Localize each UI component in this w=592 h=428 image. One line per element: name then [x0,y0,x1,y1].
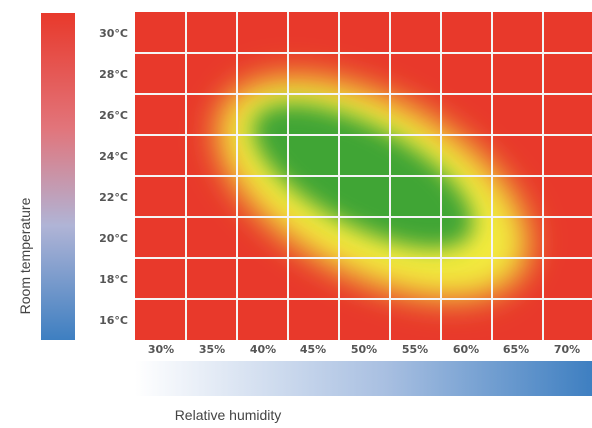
x-tick-label: 40% [250,343,276,356]
gridlines [135,12,592,340]
x-tick-label: 30% [148,343,174,356]
y-axis-title: Room temperature [17,197,33,314]
y-tick-label: 20°C [99,232,128,245]
x-tick-label: 55% [402,343,428,356]
x-tick-labels: 30% 35% 40% 45% 50% 55% 60% 65% 70% [148,343,580,356]
y-tick-label: 24°C [99,150,128,163]
y-tick-labels: 30°C 28°C 26°C 24°C 22°C 20°C 18°C 16°C [99,27,128,327]
heatmap-plot-area [135,12,592,340]
x-tick-label: 70% [554,343,580,356]
x-tick-label: 50% [351,343,377,356]
y-tick-label: 26°C [99,109,128,122]
x-axis-title: Relative humidity [175,407,282,423]
x-tick-label: 35% [199,343,225,356]
x-tick-label: 60% [453,343,479,356]
humidity-gradient-bar [135,361,592,396]
x-tick-label: 65% [503,343,529,356]
y-tick-label: 28°C [99,68,128,81]
x-tick-label: 45% [300,343,326,356]
y-tick-label: 22°C [99,191,128,204]
temperature-gradient-bar [41,13,75,340]
y-tick-label: 16°C [99,314,128,327]
y-tick-label: 18°C [99,273,128,286]
y-tick-label: 30°C [99,27,128,40]
